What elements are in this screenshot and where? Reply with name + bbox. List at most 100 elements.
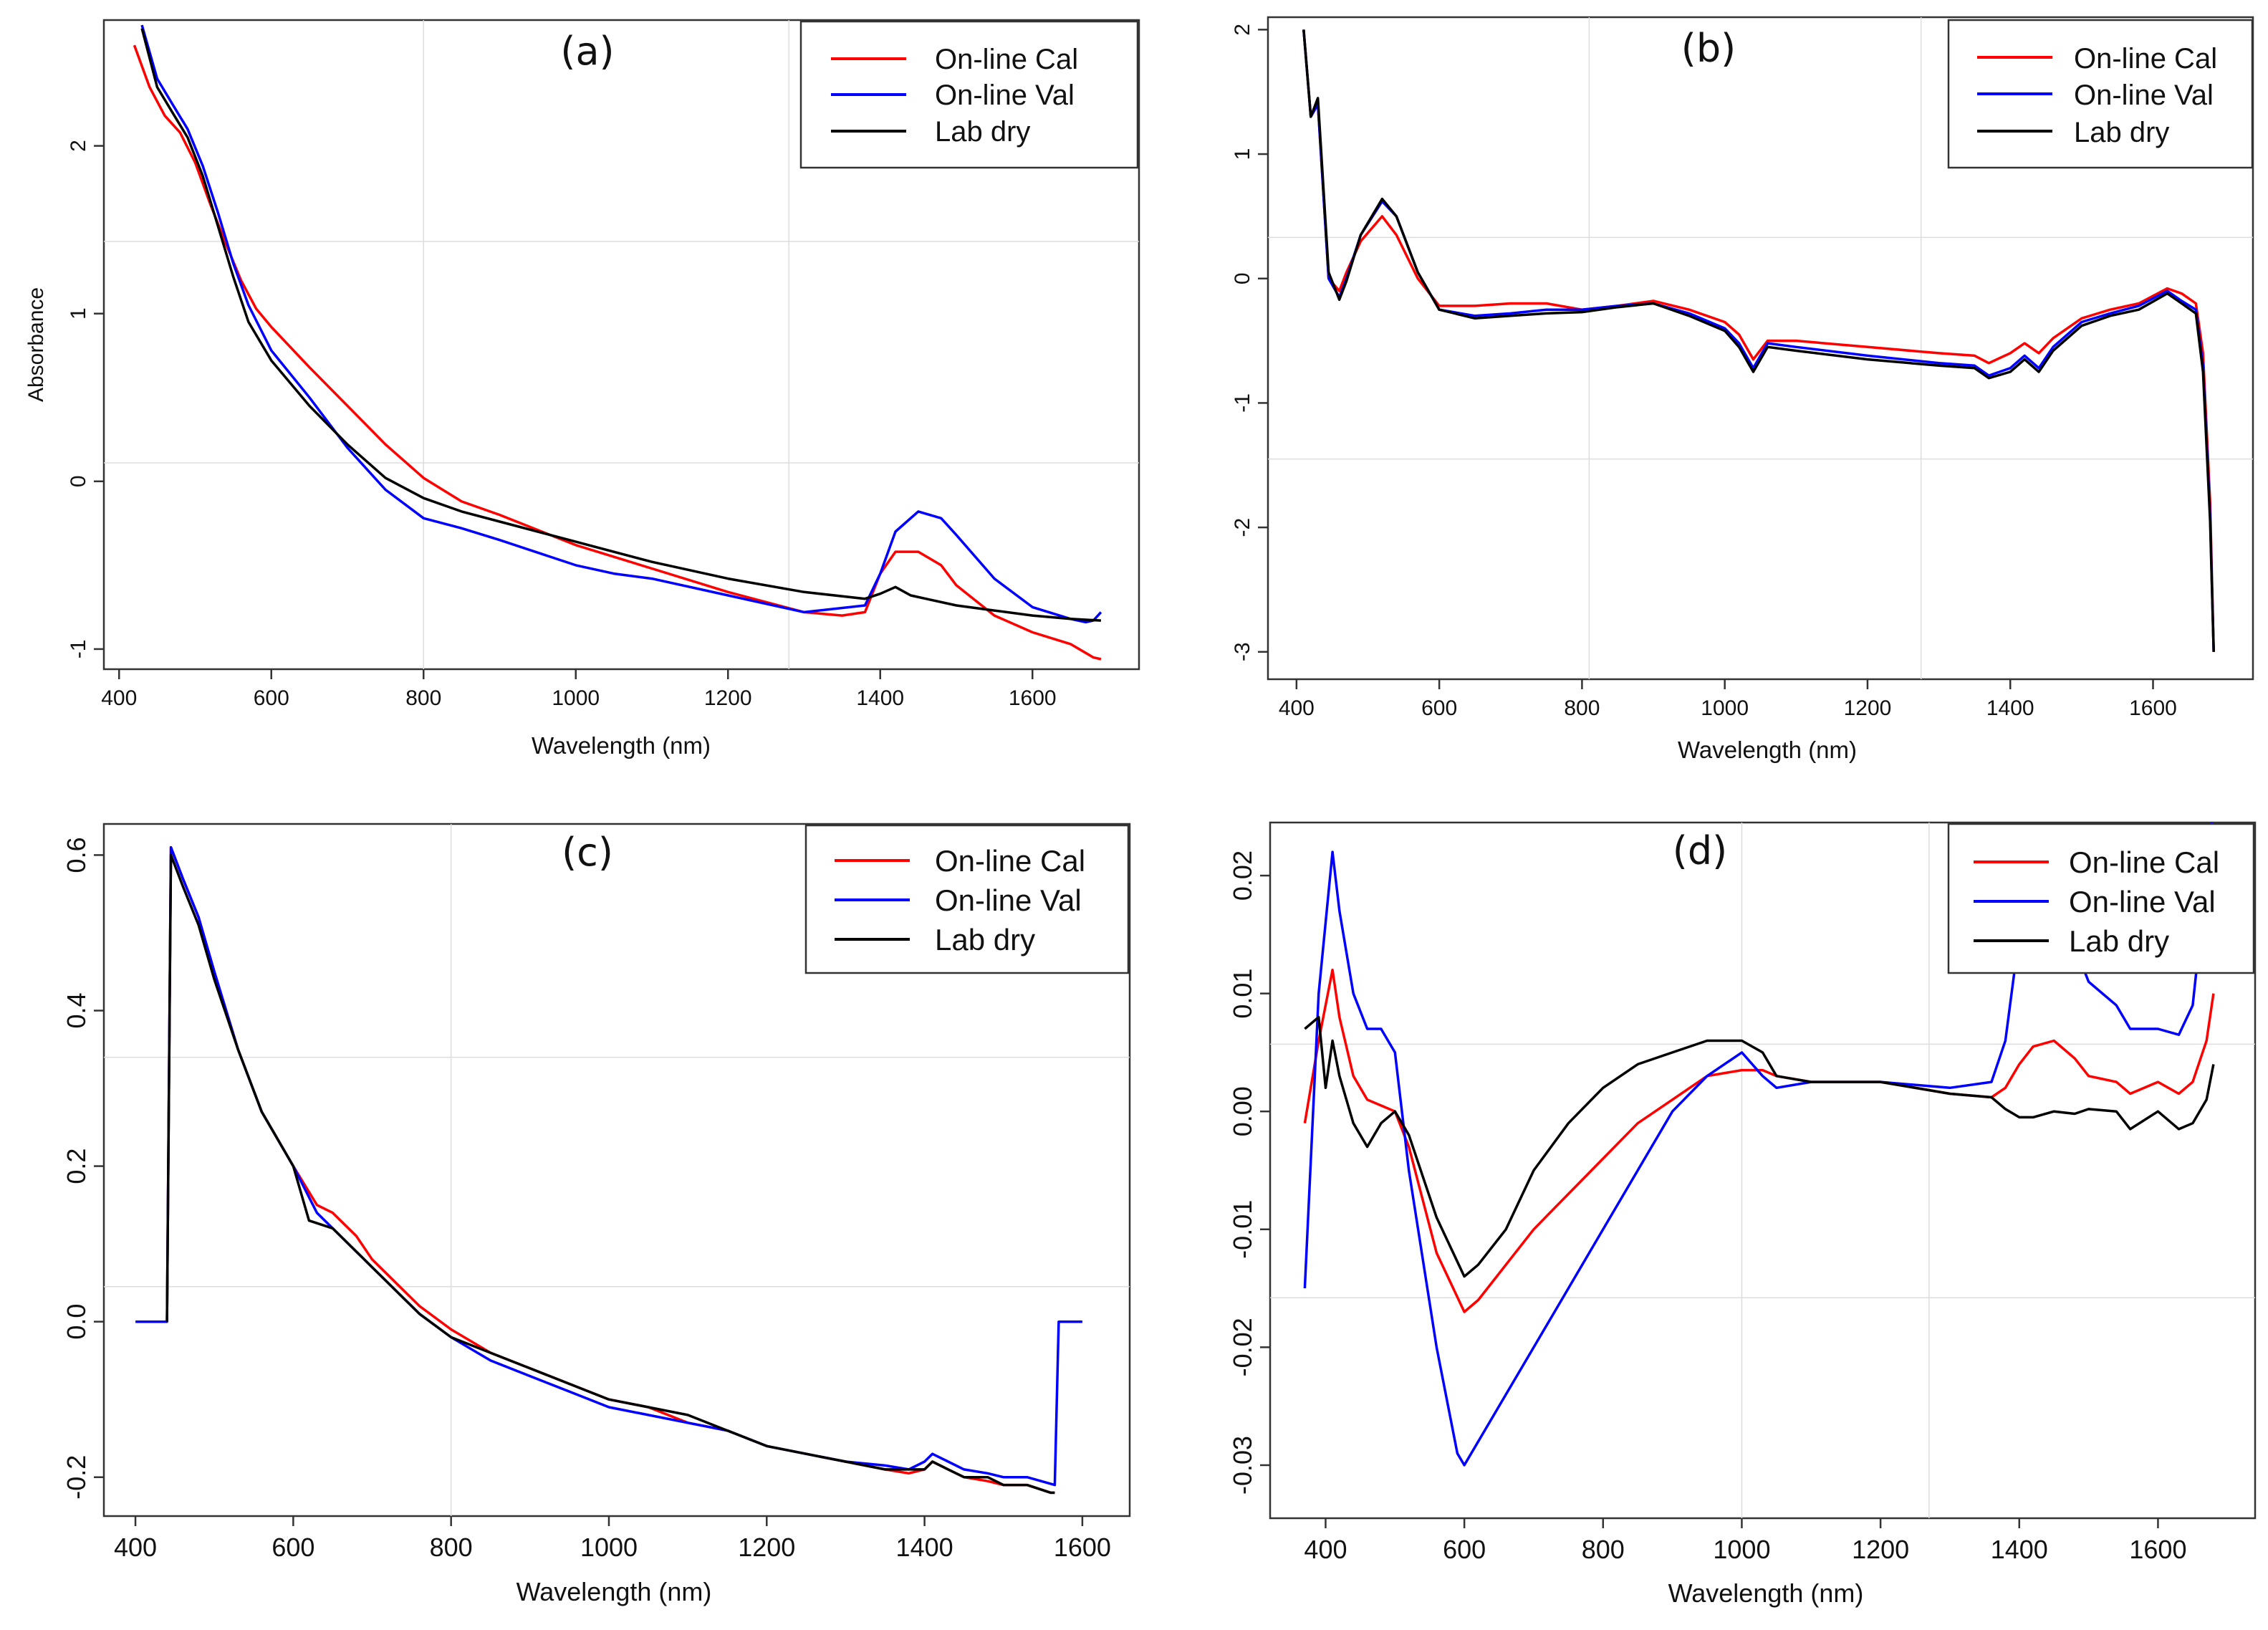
panel-d-y-tick-label-5: 0.02 — [1228, 850, 1257, 901]
panel-a-series-lab-dry — [140, 28, 1101, 622]
panel-c-x-tick-label-1600: 1600 — [1054, 1533, 1111, 1562]
panel-b-x-tick-label-1400: 1400 — [1986, 696, 2034, 720]
panel-a-x-ticks: 400 600 800 1000 1200 1400 1600 — [101, 669, 1057, 710]
panel-d-series-on-line-cal — [1303, 968, 2215, 1313]
panel-b-label: (b) — [1681, 26, 1736, 71]
panel-a-y-ticks: -1 0 1 2 — [67, 140, 104, 658]
panel-a-x-tick-label-400: 400 — [101, 686, 137, 710]
panel-b-series-lab-dry — [1302, 29, 2215, 652]
panel-d-y-tick-label-0: -0.03 — [1228, 1436, 1257, 1495]
panel-b-y-tick-label-4: 1 — [1231, 148, 1254, 160]
panel-b-x-tick-label-1200: 1200 — [1844, 696, 1892, 720]
panel-c-x-tick-label-600: 600 — [272, 1533, 314, 1562]
panel-d-x-ticks: 400 600 800 1000 1200 1400 1600 — [1304, 1518, 2186, 1564]
panel-d-legend: On-line Cal On-line Val Lab dry — [1947, 823, 2255, 974]
panel-b-y-tick-label-3: 0 — [1231, 272, 1254, 284]
panel-a-y-tick-label-1: 0 — [67, 475, 90, 487]
panel-a-y-tick-label-3: 2 — [67, 140, 90, 152]
panel-d-x-tick-label-800: 800 — [1582, 1535, 1625, 1564]
panel-a-legend-label-cal: On-line Cal — [935, 44, 1078, 75]
panel-a-legend-label-lab: Lab dry — [935, 116, 1030, 148]
panel-a-grid — [104, 20, 1139, 669]
panel-d-y-tick-label-1: -0.02 — [1228, 1318, 1257, 1376]
panel-d-label: (d) — [1673, 828, 1727, 873]
panel-c-legend-label-cal: On-line Cal — [935, 844, 1085, 878]
panel-b-x-title: Wavelength (nm) — [1678, 737, 1857, 763]
panel-d-y-tick-label-3: 0.00 — [1228, 1086, 1257, 1136]
panel-c-x-ticks: 400 600 800 1000 1200 1400 1600 — [114, 1516, 1111, 1562]
panel-c-series-on-line-val — [135, 845, 1082, 1487]
panel-a-y-title: Absorbance — [24, 287, 48, 402]
panel-a-x-tick-label-800: 800 — [405, 686, 441, 710]
panel-d-x-tick-label-1200: 1200 — [1852, 1535, 1909, 1564]
panel-c-x-tick-label-400: 400 — [114, 1533, 157, 1562]
panel-c-y-tick-label-2: 0.2 — [62, 1149, 91, 1184]
panel-b-x-tick-label-400: 400 — [1279, 696, 1315, 720]
panel-c-x-tick-label-1000: 1000 — [580, 1533, 638, 1562]
panel-c-legend-label-val: On-line Val — [935, 883, 1082, 917]
panel-b-series — [1302, 29, 2215, 652]
panel-d-legend-box — [1947, 823, 2255, 974]
panel-a-x-tick-label-1000: 1000 — [552, 686, 600, 710]
panel-a: 400 600 800 1000 1200 1400 1600 -1 0 1 2 (a) Wave… — [24, 19, 1140, 759]
panel-b-x-tick-label-1000: 1000 — [1701, 696, 1749, 720]
panel-b-y-tick-label-2: -1 — [1231, 393, 1254, 413]
panel-b-series-on-line-cal — [1302, 29, 2215, 652]
panel-a-legend-label-val: On-line Val — [935, 80, 1075, 111]
panel-d: 400 600 800 1000 1200 1400 1600 -0.03-0.02-0.0… — [1228, 821, 2257, 1608]
panel-d-grid — [1270, 823, 2255, 1518]
panel-d-x-tick-label-400: 400 — [1304, 1535, 1347, 1564]
panel-a-series-on-line-val — [140, 24, 1102, 624]
panel-d-x-tick-label-1400: 1400 — [1991, 1535, 2048, 1564]
panel-d-legend-label-lab: Lab dry — [2069, 924, 2169, 958]
panel-a-legend: On-line Cal On-line Val Lab dry — [799, 20, 1139, 169]
panel-c-y-tick-label-3: 0.4 — [62, 992, 91, 1028]
panel-b-legend: On-line Cal On-line Val Lab dry — [1947, 19, 2254, 169]
panel-c-y-ticks: -0.2 0.0 0.2 0.4 0.6 — [62, 837, 104, 1500]
panel-c-series — [135, 845, 1082, 1495]
panel-c-series-lab-dry — [165, 853, 1055, 1495]
panel-a-y-tick-label-0: -1 — [67, 640, 90, 659]
panel-b-x-tick-label-1600: 1600 — [2129, 696, 2177, 720]
panel-c-y-tick-label-4: 0.6 — [62, 837, 91, 873]
panel-b-x-tick-label-800: 800 — [1564, 696, 1600, 720]
panel-b-y-ticks: -3 -2 -1 0 1 2 — [1231, 24, 1268, 661]
panel-c-grid — [104, 824, 1130, 1516]
panel-d-x-tick-label-600: 600 — [1443, 1535, 1486, 1564]
panel-b-y-tick-label-0: -3 — [1231, 642, 1254, 661]
panel-d-x-title: Wavelength (nm) — [1668, 1578, 1864, 1608]
panel-c-legend-label-lab: Lab dry — [935, 923, 1035, 957]
panel-b-y-tick-label-5: 2 — [1231, 24, 1254, 36]
panel-d-series — [1303, 823, 2215, 1467]
panel-b-grid — [1268, 17, 2253, 679]
panel-a-x-tick-label-1600: 1600 — [1009, 686, 1057, 710]
panel-d-legend-label-cal: On-line Cal — [2069, 845, 2219, 879]
panel-a-x-title: Wavelength (nm) — [532, 732, 711, 759]
panel-d-series-on-line-val — [1303, 823, 2214, 1467]
panel-c-y-tick-label-1: 0.0 — [62, 1304, 91, 1340]
panel-a-x-tick-label-600: 600 — [254, 686, 289, 710]
panel-b-legend-label-cal: On-line Cal — [2074, 43, 2217, 75]
panel-d-y-tick-label-4: 0.01 — [1228, 969, 1257, 1019]
panel-d-x-tick-label-1000: 1000 — [1713, 1535, 1770, 1564]
panel-a-label: (a) — [560, 29, 614, 74]
panel-b-legend-label-lab: Lab dry — [2074, 117, 2169, 148]
panel-d-y-tick-label-2: -0.01 — [1228, 1200, 1257, 1259]
panel-c-y-tick-label-0: -0.2 — [62, 1455, 91, 1500]
panel-c: 400 600 800 1000 1200 1400 1600 -0.2 0.0 0.2 0.4 0… — [62, 823, 1131, 1606]
panel-c-x-title: Wavelength (nm) — [516, 1577, 712, 1606]
panel-d-legend-label-val: On-line Val — [2069, 885, 2216, 919]
panel-d-y-ticks: -0.03 -0.02 -0.01 0.00 0.01 0.02 — [1228, 850, 1270, 1495]
panel-c-label: (c) — [562, 830, 613, 875]
panel-d-x-tick-label-1600: 1600 — [2129, 1535, 2186, 1564]
panel-a-x-tick-label-1400: 1400 — [856, 686, 904, 710]
panel-b-legend-label-val: On-line Val — [2074, 80, 2214, 111]
panel-c-x-tick-label-800: 800 — [430, 1533, 473, 1562]
panel-c-x-tick-label-1400: 1400 — [896, 1533, 953, 1562]
panel-a-series — [133, 24, 1102, 661]
panel-a-y-tick-label-2: 1 — [67, 307, 90, 320]
panel-b-y-tick-label-1: -2 — [1231, 518, 1254, 537]
panel-d-series-lab-dry — [1304, 1015, 2215, 1278]
panel-c-x-tick-label-1200: 1200 — [738, 1533, 795, 1562]
